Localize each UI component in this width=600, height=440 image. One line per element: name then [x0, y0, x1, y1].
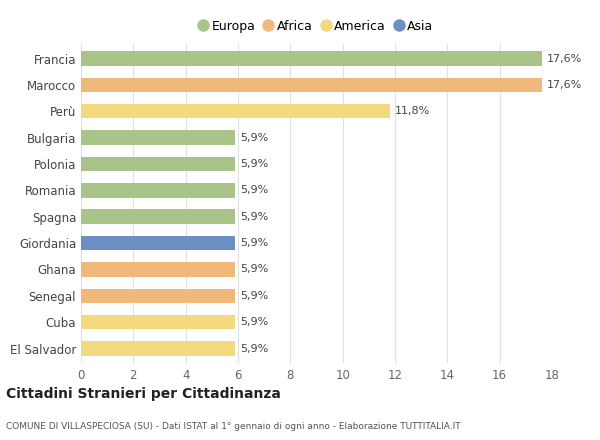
Text: COMUNE DI VILLASPECIOSA (SU) - Dati ISTAT al 1° gennaio di ogni anno - Elaborazi: COMUNE DI VILLASPECIOSA (SU) - Dati ISTA… — [6, 422, 461, 431]
Text: 11,8%: 11,8% — [395, 106, 430, 116]
Text: 5,9%: 5,9% — [241, 317, 269, 327]
Bar — [81, 341, 235, 356]
Bar — [81, 130, 235, 145]
Text: 17,6%: 17,6% — [547, 80, 582, 90]
Bar — [81, 236, 235, 250]
Text: 5,9%: 5,9% — [241, 159, 269, 169]
Bar — [81, 289, 235, 303]
Text: 5,9%: 5,9% — [241, 344, 269, 353]
Text: 5,9%: 5,9% — [241, 185, 269, 195]
Text: 5,9%: 5,9% — [241, 264, 269, 275]
Text: 5,9%: 5,9% — [241, 212, 269, 222]
Bar — [81, 315, 235, 330]
Bar — [81, 262, 235, 277]
Text: 5,9%: 5,9% — [241, 238, 269, 248]
Text: Cittadini Stranieri per Cittadinanza: Cittadini Stranieri per Cittadinanza — [6, 387, 281, 401]
Bar — [81, 51, 542, 66]
Bar — [81, 157, 235, 171]
Bar — [81, 77, 542, 92]
Bar — [81, 183, 235, 198]
Bar — [81, 209, 235, 224]
Text: 5,9%: 5,9% — [241, 291, 269, 301]
Legend: Europa, Africa, America, Asia: Europa, Africa, America, Asia — [195, 15, 438, 38]
Text: 17,6%: 17,6% — [547, 54, 582, 63]
Bar — [81, 104, 390, 118]
Text: 5,9%: 5,9% — [241, 132, 269, 143]
